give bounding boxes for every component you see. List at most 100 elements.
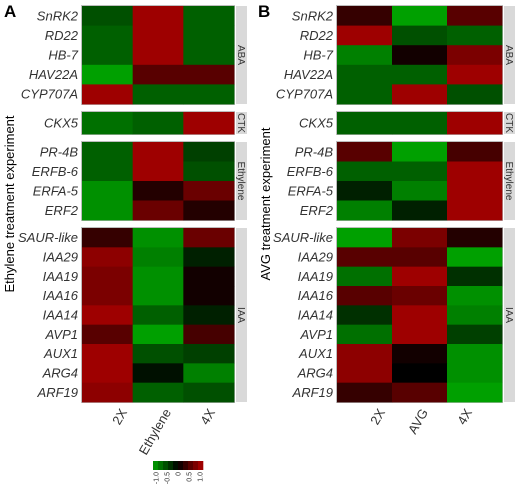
column-label: AVG: [405, 406, 431, 436]
group-frame: [81, 141, 235, 221]
heatmap-cell: [183, 228, 235, 248]
group-frame: [336, 141, 503, 221]
heatmap-cell: [392, 324, 448, 345]
heatmap-cell: [132, 324, 184, 345]
heatmap-cell: [183, 247, 235, 268]
heatmap-cell: [82, 382, 134, 403]
heatmap-cell: [82, 112, 134, 135]
heatmap-cell: [447, 84, 503, 105]
heatmap-cell: [337, 84, 393, 105]
heatmap-cell: [183, 112, 235, 135]
group-strip-label: Ethylene: [235, 162, 246, 201]
gene-label: ERF2: [45, 203, 79, 218]
heatmap-cell: [337, 344, 393, 364]
group-strip: [504, 228, 515, 402]
gene-label: IAA29: [298, 250, 333, 265]
group-strip-label: IAA: [503, 307, 514, 323]
heatmap-cell: [392, 305, 448, 326]
heatmap-cell: [82, 344, 134, 364]
heatmap-cell: [132, 344, 184, 364]
heatmap-cell: [392, 181, 448, 201]
gene-label: ERFB-6: [32, 164, 79, 179]
heatmap-cell: [183, 363, 235, 384]
gene-label: SAUR-like: [273, 230, 333, 245]
group-frame: [336, 5, 503, 105]
legend-swatch: [178, 461, 184, 470]
gene-label: ARG4: [297, 366, 333, 381]
heatmap-cell: [82, 64, 134, 85]
legend-swatch: [188, 461, 194, 470]
heatmap-cell: [392, 363, 448, 384]
gene-label: IAA19: [43, 269, 78, 284]
gene-label: HB-7: [303, 48, 333, 63]
heatmap-cell: [447, 363, 503, 384]
heatmap-cell: [132, 84, 184, 105]
group-strip-label: IAA: [235, 307, 246, 323]
heatmap-cell: [82, 266, 134, 287]
gene-label: IAA14: [43, 308, 78, 323]
heatmap-cell: [447, 382, 503, 403]
group-strip-label: ABA: [503, 45, 514, 65]
legend-swatch: [193, 461, 199, 470]
gene-label: AUX1: [298, 346, 333, 361]
group-strip: [236, 142, 247, 220]
heatmap-cell: [447, 266, 503, 287]
heatmap-cell: [392, 200, 448, 221]
heatmap-cell: [392, 142, 448, 162]
heatmap-cell: [132, 200, 184, 221]
gene-label: ERFA-5: [288, 183, 334, 198]
group-strip: [504, 112, 515, 134]
heatmap-cell: [392, 247, 448, 268]
gene-label: CKX5: [299, 116, 334, 131]
gene-label: AVP1: [299, 327, 333, 342]
heatmap-cell: [82, 363, 134, 384]
gene-label: IAA19: [298, 269, 333, 284]
heatmap-cell: [183, 382, 235, 403]
heatmap-cell: [447, 112, 503, 135]
heatmap-panel-B: B AVG treatment experiment SnRK2 RD22 HB-7 HA…: [258, 2, 515, 436]
heatmap-cell: [132, 363, 184, 384]
group-frame: [336, 111, 503, 135]
legend-tick-label: 0: [176, 472, 183, 476]
heatmap-cell: [183, 45, 235, 66]
legend-swatch: [163, 461, 169, 470]
heatmap-cell: [132, 64, 184, 85]
gene-label: ARF19: [292, 385, 333, 400]
heatmap-cell: [337, 363, 393, 384]
group-strip-label: ABA: [235, 45, 246, 65]
gene-label: CKX5: [44, 116, 79, 131]
gene-label: IAA14: [298, 308, 333, 323]
group-frame: [81, 227, 235, 403]
group-strip: [236, 6, 247, 104]
panel-label: A: [4, 2, 16, 21]
heatmap-cell: [337, 25, 393, 46]
heatmap-cell: [447, 200, 503, 221]
heatmap-cell: [82, 161, 134, 182]
gene-label: RD22: [45, 28, 79, 43]
column-label: 2X: [109, 406, 130, 428]
legend-swatch: [198, 461, 204, 470]
gene-label: HB-7: [48, 48, 78, 63]
group-strip-label: Ethylene: [503, 162, 514, 201]
gene-label: SAUR-like: [18, 230, 78, 245]
heatmap-cell: [392, 161, 448, 182]
gene-label: IAA16: [43, 288, 79, 303]
heatmap-cell: [447, 64, 503, 85]
heatmap-cell: [447, 25, 503, 46]
heatmap-cell: [447, 286, 503, 306]
y-axis-title: AVG treatment experiment: [258, 127, 273, 280]
heatmap-cell: [183, 286, 235, 306]
legend-swatch: [183, 461, 189, 470]
group-strip-label: CTK: [503, 113, 514, 133]
panel-label: B: [258, 2, 270, 21]
gene-label: AVP1: [44, 327, 78, 342]
heatmap-cell: [392, 266, 448, 287]
heatmap-cell: [132, 247, 184, 268]
group-strip: [504, 6, 515, 104]
heatmap-cell: [132, 228, 184, 248]
gene-label: RD22: [300, 28, 334, 43]
group-strip: [236, 112, 247, 134]
legend-tick-label: 0.5: [187, 472, 194, 482]
group-frame: [81, 5, 235, 105]
